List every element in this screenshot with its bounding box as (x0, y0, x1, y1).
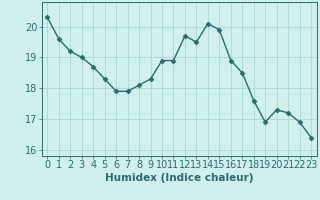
X-axis label: Humidex (Indice chaleur): Humidex (Indice chaleur) (105, 173, 253, 183)
